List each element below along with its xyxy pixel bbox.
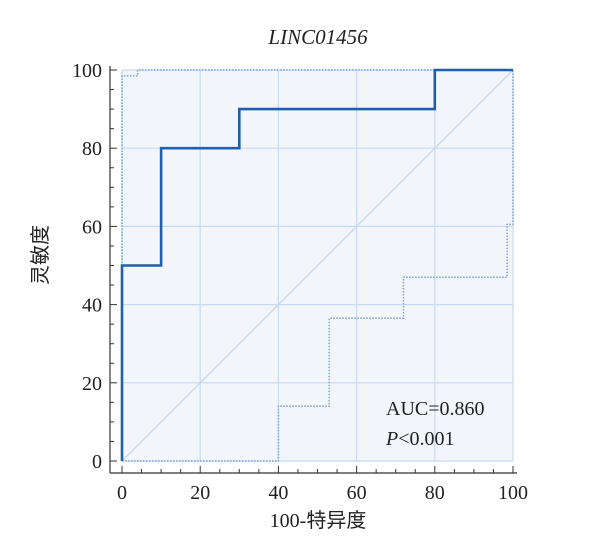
- y-axis-label: 灵敏度: [29, 225, 52, 285]
- reference-diagonal: [121, 69, 514, 462]
- roc-curve: [120, 68, 513, 461]
- ci-lower-line: [122, 70, 514, 462]
- y-tick-label-40: 40: [82, 295, 102, 317]
- auc-annotation: AUC=0.860: [386, 398, 485, 420]
- ci-upper-line: [121, 69, 513, 461]
- x-tick-label-80: 80: [425, 482, 445, 504]
- y-axis-ticks: 0 20 40 60 80 100: [72, 60, 102, 473]
- x-axis-ticks: 0 20 40 60 80 100: [117, 482, 528, 504]
- p-value: <0.001: [398, 428, 454, 450]
- y-tick-label-100: 100: [72, 60, 102, 82]
- x-tick-label-40: 40: [268, 482, 288, 504]
- x-tick-label-60: 60: [347, 482, 367, 504]
- x-tick-label-100: 100: [498, 482, 528, 504]
- axes: [109, 66, 517, 474]
- grid-lines: [121, 69, 514, 462]
- x-tick-label-20: 20: [190, 482, 210, 504]
- x-axis-label: 100-特异度: [270, 509, 367, 532]
- y-tick-label-80: 80: [82, 138, 102, 160]
- p-value-annotation: P<0.001: [385, 428, 455, 450]
- p-symbol: P: [385, 428, 398, 450]
- chart-title: LINC01456: [267, 25, 368, 49]
- y-tick-label-0: 0: [92, 451, 102, 473]
- y-tick-label-20: 20: [82, 373, 102, 395]
- x-tick-label-0: 0: [117, 482, 127, 504]
- y-tick-label-60: 60: [82, 216, 102, 238]
